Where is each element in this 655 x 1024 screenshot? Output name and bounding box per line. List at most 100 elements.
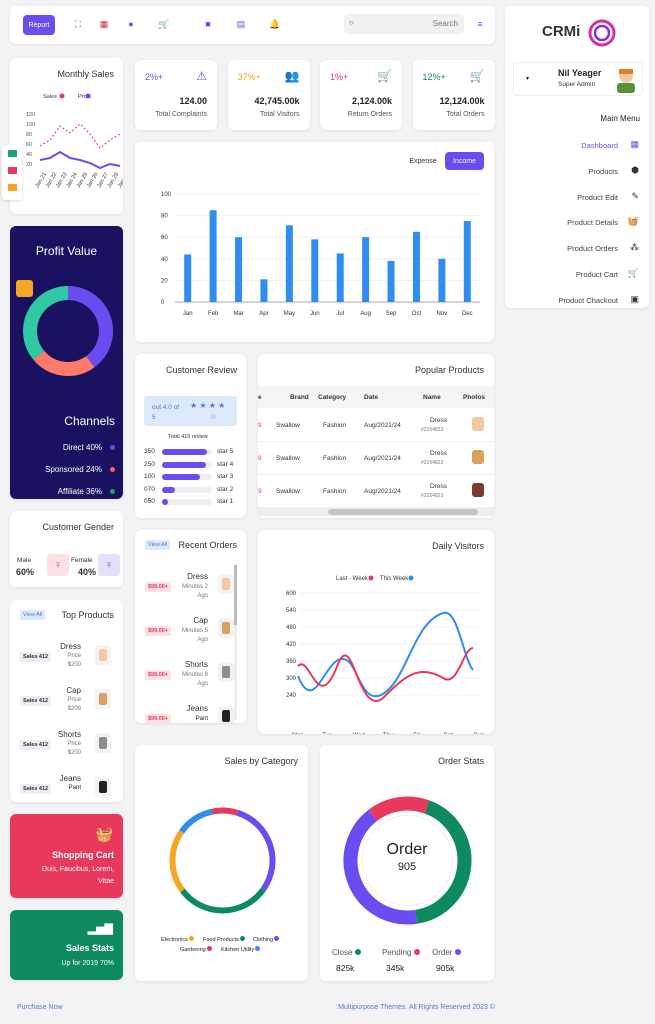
- y-tick: 40: [161, 257, 168, 263]
- revenue-chart-card: Expense Income 0 20 40 60 80 100 Jan Feb Mar Apr M…: [135, 142, 494, 342]
- this-week-line: [297, 611, 474, 698]
- sidebar-item-products[interactable]: Products ⬢: [505, 165, 649, 179]
- table-row[interactable]: [258, 478, 494, 508]
- product-name: Shorts: [57, 730, 81, 739]
- x-tick: Apr: [259, 311, 268, 317]
- y-tick: 120: [26, 112, 35, 118]
- review-star: star 4: [217, 460, 234, 468]
- sidebar-item-product-orders[interactable]: Product Orders ⁂: [505, 242, 649, 256]
- x-tick: Jan 29: [117, 172, 123, 189]
- search-placeholder: Search: [432, 19, 458, 28]
- shopping-cart-text: Duis, Faucibus, Lorem, Vitae: [42, 866, 114, 885]
- daily-visitors-card: Daily Visitors Last - Week This Week 600 54…: [258, 530, 494, 734]
- cart-icon[interactable]: 🛒: [158, 18, 170, 29]
- stat-percent: 2%+: [145, 72, 164, 82]
- bar: [235, 237, 243, 302]
- review-count: 050: [144, 498, 155, 505]
- order-center-number: 905: [397, 861, 417, 873]
- recent-view-all-button[interactable]: View All: [145, 540, 171, 550]
- order-time-suffix: Ago: [197, 637, 208, 643]
- review-star: star 2: [217, 485, 234, 493]
- stat-percent: 12%+: [422, 72, 446, 82]
- chat-icon[interactable]: ●: [128, 19, 134, 29]
- user-profile[interactable]: ▾ Nil Yeager Super Admin: [513, 62, 643, 96]
- bar-chart: 0 20 40 60 80 100 Jan Feb Mar Apr May Jun Jul Aug Sep O…: [161, 192, 480, 317]
- order-stat-value: 825k: [336, 963, 355, 973]
- table-row[interactable]: [258, 445, 494, 475]
- sidebar: CRMi ▾ Nil Yeager Super Admin Main Menu …: [505, 6, 649, 308]
- flag-icon[interactable]: ▦: [99, 18, 109, 29]
- category-donut: [169, 807, 276, 914]
- bar: [387, 260, 395, 302]
- x-tick: Mon: [292, 733, 304, 734]
- product-name: Cap: [66, 686, 81, 695]
- footer-copyright: .Multipurpose Themes. All Rights Reserve…: [336, 1004, 495, 1011]
- order-stats-card: Order Stats Order 905 Close 825k Pending 34…: [320, 745, 494, 981]
- sidebar-item-product-edit[interactable]: Product Edit ✎: [505, 191, 649, 205]
- legend-dot: [206, 946, 212, 951]
- x-tick: Thu: [383, 733, 393, 734]
- monthly-sales-card: Monthly Sales Sales Profit 120 100 80 60 40 20 J…: [10, 58, 123, 214]
- top-view-all-button[interactable]: View All: [20, 610, 46, 620]
- gender-title: Customer Gender: [42, 522, 114, 532]
- sidebar-item-label: Dashboard: [581, 141, 618, 150]
- profit-line: [39, 150, 121, 170]
- stat-percent: 37%+: [237, 72, 261, 82]
- table-row[interactable]: [258, 412, 494, 442]
- y-tick: 100: [161, 192, 172, 198]
- tab-income[interactable]: Income: [445, 152, 484, 170]
- recent-scrollbar[interactable]: [234, 565, 237, 720]
- y-tick: 100: [26, 122, 35, 128]
- product-name: Dress: [60, 642, 81, 651]
- y-tick: 600: [286, 591, 297, 597]
- order-stat-label: Pending: [382, 948, 412, 957]
- review-bar: [162, 461, 212, 468]
- stat-card: 12%+ 🛒 12,124.00k Total Orders: [412, 60, 495, 130]
- fullscreen-icon[interactable]: ⛶: [74, 18, 82, 29]
- channel-label: Direct 40%: [62, 443, 102, 452]
- menu-icon[interactable]: ≡: [477, 19, 483, 29]
- order-time: Minutes 8: [181, 672, 208, 678]
- sidebar-item-product-cart[interactable]: Product Cart 🛒: [505, 268, 649, 282]
- tool-orange-icon[interactable]: [8, 184, 17, 191]
- bar: [285, 225, 293, 302]
- tool-green-icon[interactable]: [8, 150, 17, 157]
- grid-icon[interactable]: ▤: [236, 18, 246, 29]
- sidebar-item-product-details[interactable]: Product Details 🧺: [505, 216, 649, 230]
- donut-slice: [67, 286, 113, 368]
- stat-card: 2%+ ⚠ 124.00 Total Complaints: [135, 60, 217, 130]
- purchase-now-link[interactable]: Purchase Now: [17, 1004, 63, 1011]
- sales-stats-card[interactable]: ▂▅▇ Sales Stats Up for 2019 70%: [10, 910, 123, 980]
- y-tick: 420: [286, 642, 297, 648]
- legend-label: Kitchen Utility: [221, 947, 255, 953]
- sidebar-item-product-chackout[interactable]: Product Chackout ▣: [505, 294, 649, 308]
- order-stat-dot: [414, 949, 421, 955]
- bell-icon[interactable]: 🔔: [269, 18, 281, 29]
- x-tick: Sep: [386, 311, 397, 317]
- review-count: 350: [144, 448, 155, 455]
- sidebar-item-label: Product Details: [567, 218, 618, 228]
- review-star: star 3: [217, 473, 234, 480]
- y-tick: 20: [161, 278, 168, 284]
- table-header: [258, 386, 494, 408]
- search-box[interactable]: ○ Search: [344, 14, 464, 34]
- donut-slice: [23, 286, 69, 360]
- sales-badge: Sales 412: [20, 652, 52, 662]
- tab-expense[interactable]: Expense: [409, 157, 437, 165]
- cell-code: 9: [258, 422, 262, 429]
- product-price: $200: [67, 706, 81, 712]
- report-button[interactable]: Report: [23, 15, 55, 35]
- sidebar-item-dashboard[interactable]: Dashboard ▦: [505, 139, 649, 153]
- review-bar-fill: [162, 499, 168, 505]
- tool-red-icon[interactable]: [8, 167, 17, 174]
- donut-slice: [368, 796, 430, 822]
- monthly-sales-title: Monthly Sales: [57, 69, 114, 79]
- x-tick: Oct: [412, 311, 422, 317]
- sidebar-item-label: Product Edit: [577, 192, 618, 202]
- y-tick: 40: [26, 152, 32, 158]
- order-thumbnail: [218, 574, 234, 594]
- scrollbar[interactable]: [258, 508, 494, 516]
- return-icon: 🛒: [377, 69, 392, 83]
- shopping-cart-card[interactable]: 🧺 Shopping Cart Duis, Faucibus, Lorem, V…: [10, 814, 123, 898]
- file-icon[interactable]: ■: [205, 19, 211, 29]
